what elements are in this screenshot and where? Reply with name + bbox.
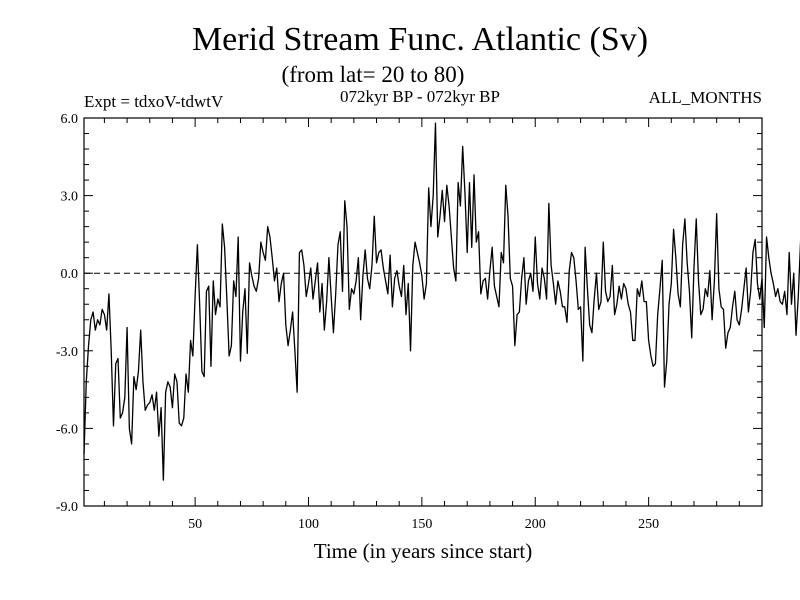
plot-area: -9.0 -6.0 -3.0 0.0 3.0 6.0 50 100 150 200 250 — [56, 112, 800, 532]
x-tick-label: 100 — [298, 517, 319, 532]
y-tick-label: -6.0 — [56, 422, 78, 437]
y-tick-label: 6.0 — [61, 112, 79, 127]
months-label: ALL_MONTHS — [649, 88, 762, 107]
chart-subtitle: (from lat= 20 to 80) — [282, 62, 465, 87]
x-tick-label: 50 — [188, 517, 202, 532]
x-tick-label: 250 — [638, 517, 659, 532]
chart-title: Merid Stream Func. Atlantic (Sv) — [192, 21, 648, 58]
y-tick-label: 3.0 — [61, 190, 79, 205]
y-tick-label: -3.0 — [56, 345, 78, 360]
y-tick-label: 0.0 — [61, 267, 79, 282]
x-tick-label: 150 — [411, 517, 432, 532]
experiment-label: Expt = tdxoV-tdwtV — [84, 92, 224, 111]
x-tick-label: 200 — [525, 517, 546, 532]
x-axis-label: Time (in years since start) — [314, 539, 533, 563]
period-label: 072kyr BP - 072kyr BP — [340, 87, 500, 106]
series-line — [83, 122, 800, 481]
plot-frame — [83, 117, 763, 507]
y-tick-label: -9.0 — [56, 500, 78, 515]
